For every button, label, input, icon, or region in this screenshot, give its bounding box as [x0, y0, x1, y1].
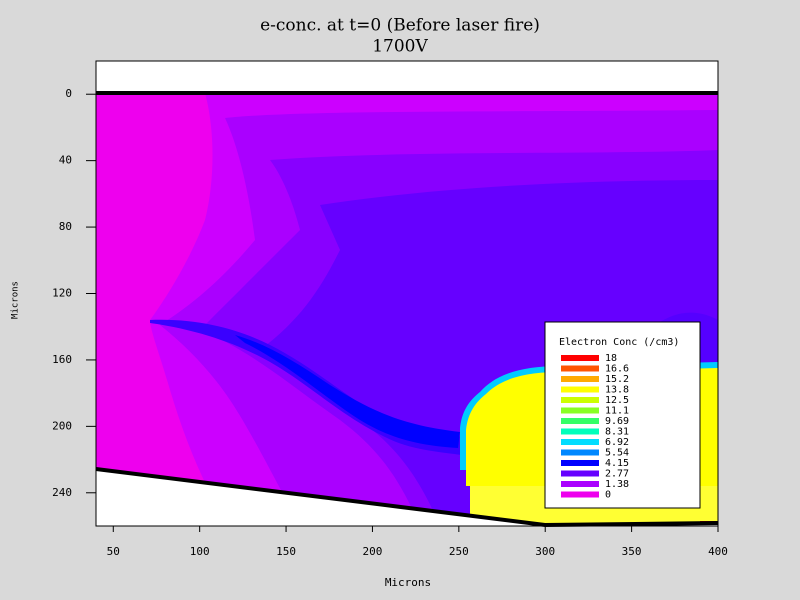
legend-label: 18 [605, 353, 617, 364]
legend-title: Electron Conc (/cm3) [559, 337, 679, 348]
y-tick-label: 40 [59, 154, 72, 167]
y-tick-label: 80 [59, 220, 72, 233]
legend-swatch [561, 428, 599, 435]
legend-label: 15.2 [605, 374, 629, 385]
legend-swatch [561, 386, 599, 393]
x-tick-label: 300 [535, 545, 555, 558]
device-boundary [95, 467, 719, 528]
legend-box [544, 321, 701, 509]
y-tick-label: 120 [52, 287, 72, 300]
legend-swatch [561, 418, 599, 424]
x-tick-label: 100 [190, 545, 210, 558]
legend-label: 11.1 [605, 406, 629, 417]
chart-title: e-conc. at t=0 (Before laser fire) [260, 16, 540, 36]
x-tick-label: 200 [363, 545, 383, 558]
legend-label: 0 [605, 490, 611, 501]
y-tick-label: 200 [52, 419, 72, 432]
legend-label: 13.8 [605, 385, 629, 396]
x-tick-label: 50 [107, 545, 120, 558]
legend-label: 12.5 [605, 395, 629, 406]
legend-label: 1.38 [605, 479, 629, 490]
legend-label: 9.69 [605, 416, 629, 427]
x-tick-label: 400 [708, 545, 728, 558]
y-tick-label: 160 [52, 353, 72, 366]
legend-label: 16.6 [605, 364, 629, 375]
legend-label: 2.77 [605, 469, 629, 480]
legend-swatch [561, 397, 599, 403]
legend-swatch [561, 470, 599, 477]
chart-subtitle: 1700V [372, 37, 428, 57]
legend-swatch [561, 439, 599, 445]
legend-swatch [561, 491, 599, 498]
legend-label: 4.15 [605, 458, 629, 469]
y-tick-label: 0 [65, 87, 72, 100]
y-tick-label: 240 [52, 486, 72, 499]
x-axis-label: Microns [385, 576, 431, 589]
x-tick-label: 250 [449, 545, 469, 558]
legend-swatch [561, 449, 599, 456]
y-axis-label: Microns [11, 281, 21, 319]
legend-swatch [561, 355, 599, 361]
legend-label: 6.92 [605, 437, 629, 448]
legend-label: 5.54 [605, 448, 629, 459]
x-tick-label: 350 [622, 545, 642, 558]
legend-swatch [561, 407, 599, 414]
legend-label: 8.31 [605, 427, 629, 438]
legend-swatch [561, 376, 599, 382]
legend-swatch [561, 481, 599, 487]
contour-region [235, 335, 460, 448]
x-tick-label: 150 [276, 545, 296, 558]
legend-swatch [561, 460, 599, 466]
legend-swatch [561, 365, 599, 372]
